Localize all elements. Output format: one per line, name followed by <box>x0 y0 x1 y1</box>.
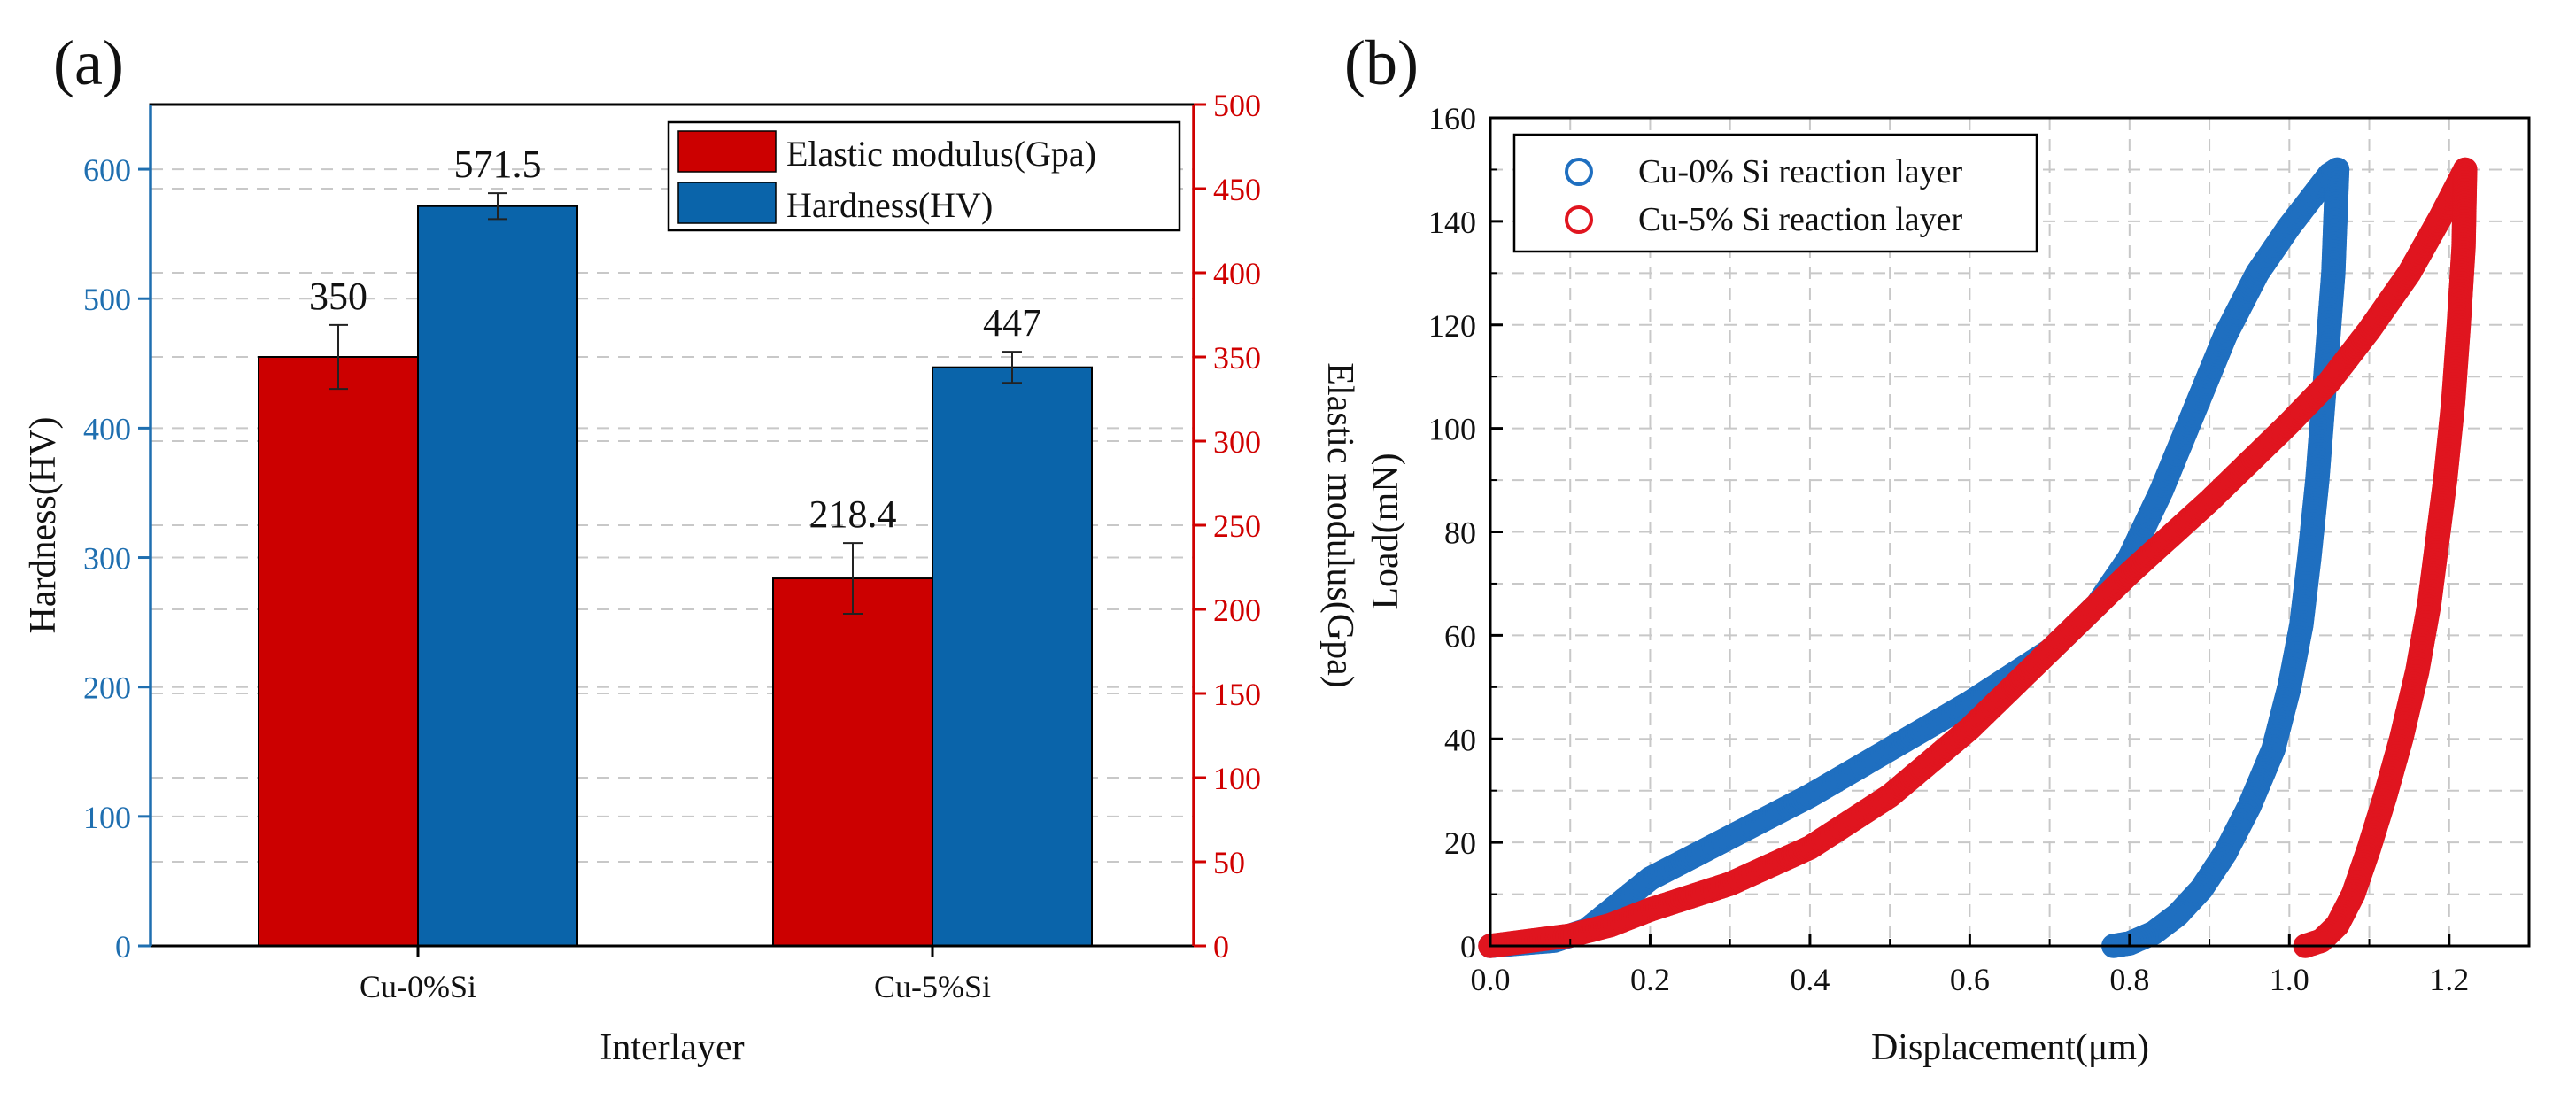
x-tick-label: 1.0 <box>2270 962 2309 997</box>
bar <box>417 205 578 947</box>
legend-label-cu0: Cu-0% Si reaction layer <box>1638 153 1963 190</box>
bar-chart-xlabel: Interlayer <box>600 1027 744 1068</box>
x-tick-label: 0.6 <box>1950 962 1990 997</box>
right-tick-label: 50 <box>1213 845 1245 880</box>
x-tick-label: Cu-5%Si <box>874 969 991 1004</box>
right-tick-label: 300 <box>1213 424 1261 460</box>
legend-swatch-hardness <box>677 182 777 224</box>
x-tick-label: Cu-0%Si <box>360 969 476 1004</box>
left-tick-label: 0 <box>115 929 131 965</box>
y-tick-label: 60 <box>1444 618 1476 654</box>
bar-chart-legend: Elastic modulus(Gpa) Hardness(HV) <box>667 120 1181 232</box>
legend-swatch-modulus <box>677 130 777 173</box>
load-chart-xlabel: Displacement(μm) <box>1871 1027 2149 1068</box>
load-chart-ylabel: Load(mN) <box>1365 453 1406 609</box>
legend-label-cu5: Cu-5% Si reaction layer <box>1638 201 1963 238</box>
y-tick-label: 160 <box>1428 101 1476 136</box>
legend-box-b <box>1512 133 2038 253</box>
x-tick-label: 0.2 <box>1630 962 1670 997</box>
legend-marker-cu0 <box>1565 158 1593 186</box>
load-chart-legend: Cu-0% Si reaction layer Cu-5% Si reactio… <box>1512 133 2038 253</box>
left-tick-label: 300 <box>83 541 131 577</box>
left-tick-label: 500 <box>83 282 131 317</box>
right-tick-label: 400 <box>1213 256 1261 291</box>
load-displacement-panel: (b) 0.0 0.2 0.4 0.6 0.8 1.0 1.2 0 20 40 60 80 100 120… <box>1344 27 2531 1068</box>
legend-marker-cu5 <box>1565 205 1593 234</box>
bar-chart-ylabel: Hardness(HV) <box>23 417 64 634</box>
legend-label-hardness: Hardness(HV) <box>786 185 993 225</box>
bar-value-label: 218.4 <box>809 492 897 536</box>
left-tick-label: 100 <box>83 800 131 835</box>
left-tick-label: 200 <box>83 670 131 706</box>
right-tick-label: 500 <box>1213 88 1261 123</box>
right-tick-label: 450 <box>1213 172 1261 207</box>
left-tick-label: 400 <box>83 411 131 446</box>
right-tick-label: 100 <box>1213 761 1261 796</box>
left-tick-label: 600 <box>83 152 131 188</box>
legend-label-modulus: Elastic modulus(Gpa) <box>786 134 1096 174</box>
y-tick-label: 100 <box>1428 412 1476 447</box>
bar <box>772 577 933 947</box>
bar-value-label: 571.5 <box>454 143 542 186</box>
bar-chart-axes: 0 100 200 300 400 500 600 0 50 100 150 200 250 300 350… <box>83 88 1261 1004</box>
y-tick-label: 120 <box>1428 308 1476 344</box>
right-tick-label: 350 <box>1213 340 1261 376</box>
bar-value-label: 350 <box>309 275 367 318</box>
y-tick-label: 140 <box>1428 205 1476 240</box>
panel-label-a: (a) <box>53 27 124 98</box>
y-tick-label: 80 <box>1444 515 1476 551</box>
x-tick-label: 0.0 <box>1471 962 1511 997</box>
right-tick-label: 0 <box>1213 929 1229 965</box>
x-tick-label: 0.8 <box>2109 962 2149 997</box>
bar <box>258 356 419 947</box>
bar-chart-y2label: Elastic modulus(Gpa) <box>1319 362 1360 687</box>
y-tick-label: 20 <box>1444 825 1476 861</box>
right-tick-label: 250 <box>1213 508 1261 544</box>
y-tick-label: 40 <box>1444 722 1476 757</box>
x-tick-label: 1.2 <box>2429 962 2469 997</box>
right-tick-label: 150 <box>1213 677 1261 712</box>
y-tick-label: 0 <box>1460 929 1476 965</box>
load-chart-series <box>1478 157 2478 958</box>
x-tick-label: 0.4 <box>1790 962 1830 997</box>
load-chart-axes: 0.0 0.2 0.4 0.6 0.8 1.0 1.2 0 20 40 60 80 100 120 140 1… <box>1428 101 2469 997</box>
right-tick-label: 200 <box>1213 593 1261 628</box>
bar-chart-bars: 350 571.5 218.4 447 <box>258 143 1093 947</box>
bar-value-label: 447 <box>983 301 1041 345</box>
panel-label-b: (b) <box>1344 27 1419 98</box>
bar <box>932 366 1093 947</box>
